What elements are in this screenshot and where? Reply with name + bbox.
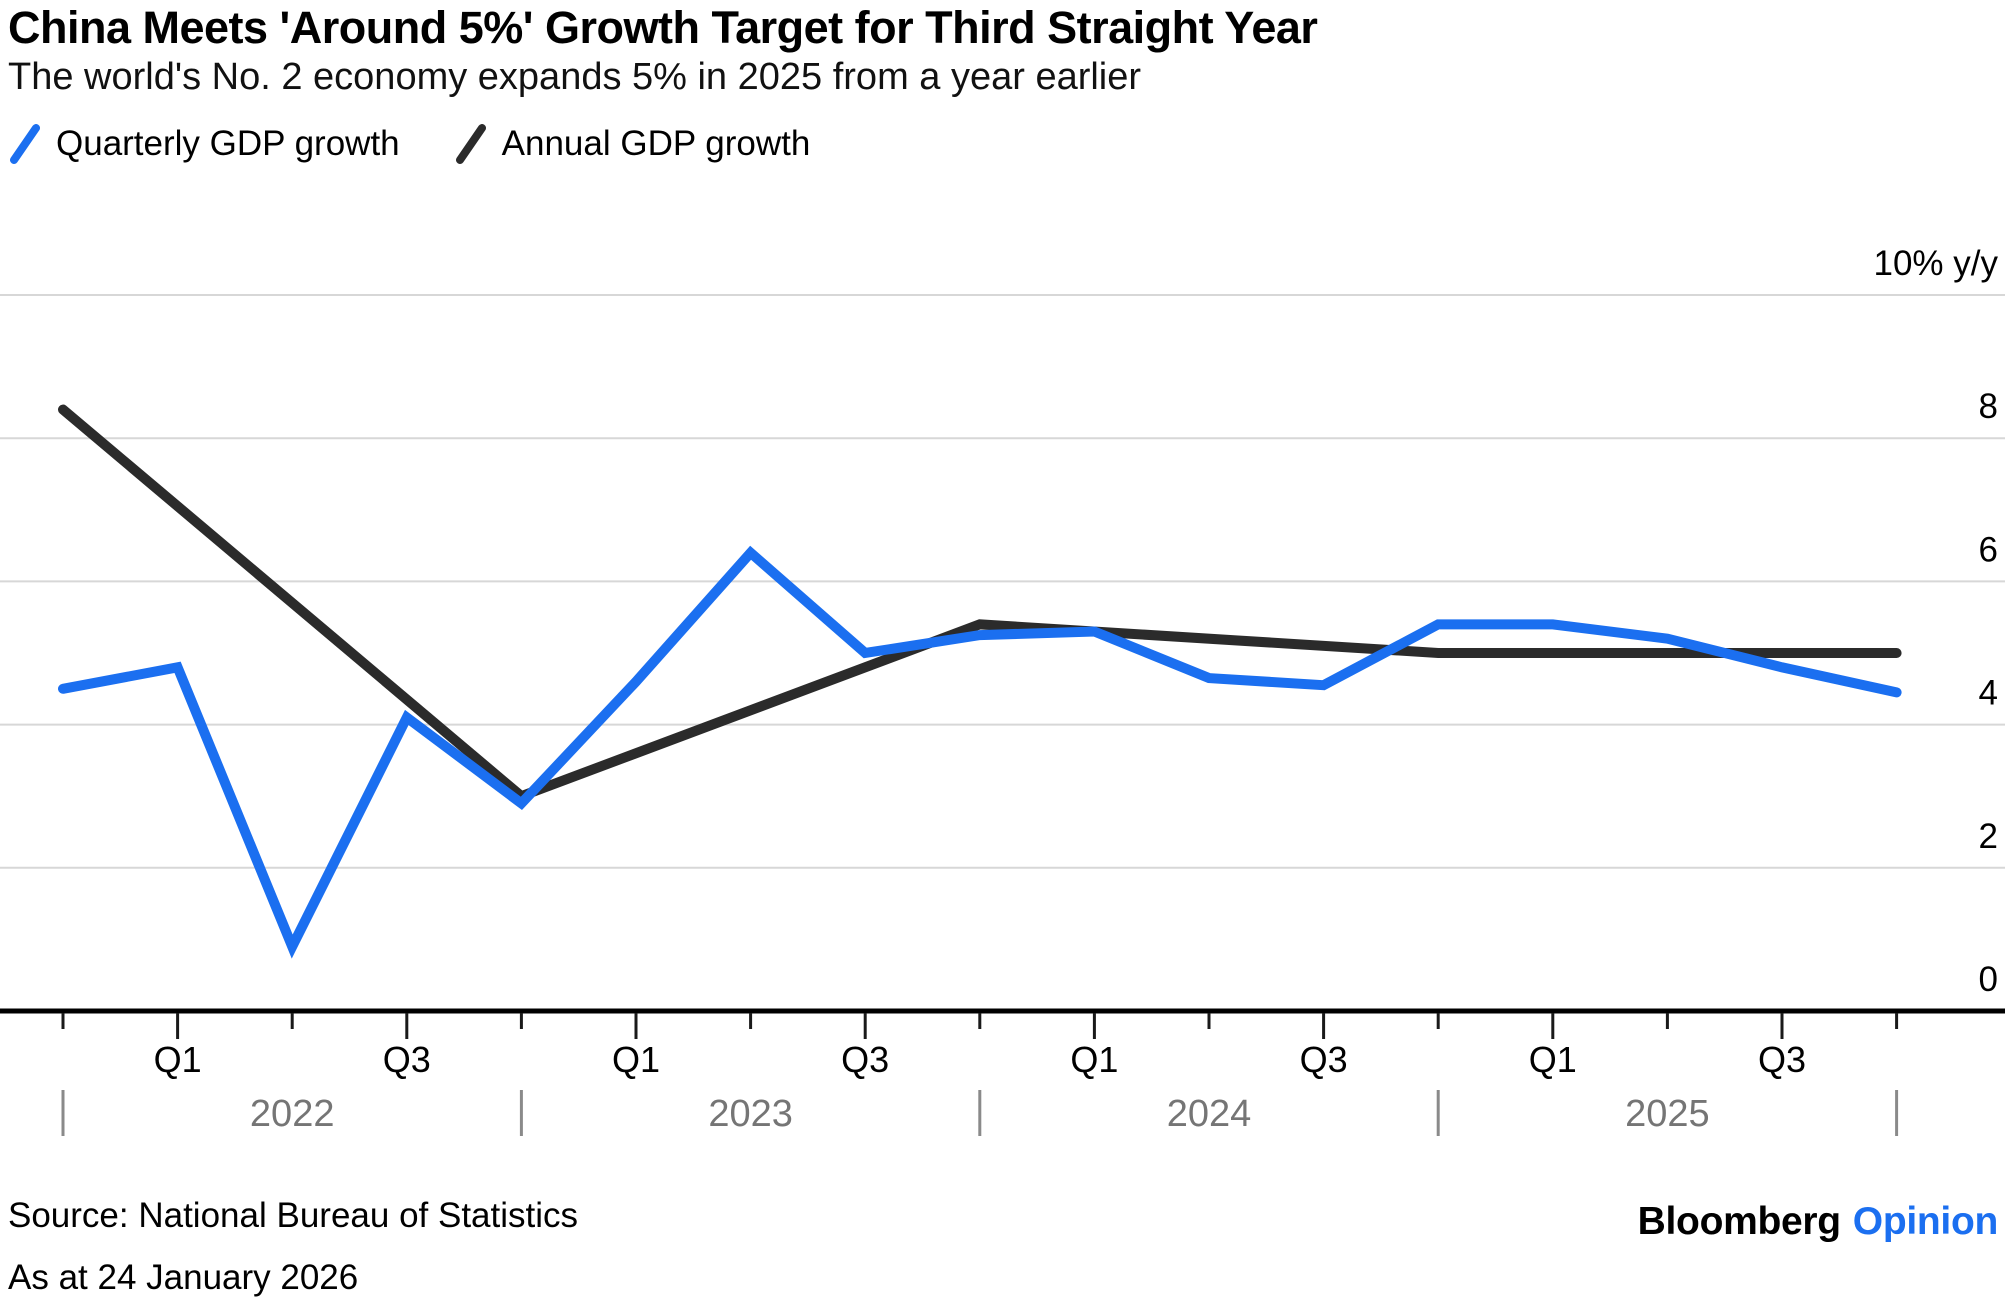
year-label: 2024 [1167, 1093, 1252, 1135]
y-axis-label: 4 [1979, 674, 1998, 713]
quarterly-gdp-line [58, 545, 1902, 959]
legend-label-annual: Annual GDP growth [501, 124, 811, 163]
quarter-label: Q3 [841, 1039, 889, 1080]
quarter-label: Q1 [612, 1039, 660, 1080]
bloomberg-opinion-logo: Bloomberg Opinion [1637, 1200, 1999, 1244]
quarter-label: Q1 [1529, 1039, 1577, 1080]
annual-line-slash-icon [455, 124, 486, 164]
quarter-label: Q3 [383, 1039, 431, 1080]
source-note: Source: National Bureau of Statistics [8, 1196, 579, 1235]
quarterly-line-slash-icon [10, 124, 40, 164]
legend: Quarterly GDP growth Annual GDP growth [10, 124, 810, 164]
series-lines [58, 404, 1902, 959]
year-label: 2023 [708, 1093, 793, 1135]
axes: 10% y/y 8 6 4 2 0 Q1 Q3 Q1 Q3 Q1 Q3 Q1 Q3 2022 2023 2024… [0, 244, 2005, 1136]
brand-opinion: Opinion [1852, 1200, 1999, 1243]
gridlines [0, 294, 2005, 869]
slash-icon [455, 124, 486, 164]
quarter-label: Q1 [1070, 1039, 1118, 1080]
quarter-label: Q1 [154, 1039, 202, 1080]
quarter-label: Q3 [1300, 1039, 1348, 1080]
chart-subtitle: The world's No. 2 economy expands 5% in … [8, 56, 1142, 98]
y-axis-label: 10% y/y [1874, 244, 1999, 283]
quarter-label: Q3 [1758, 1039, 1806, 1080]
year-label: 2025 [1625, 1093, 1710, 1135]
y-axis-label: 8 [1979, 387, 1998, 426]
y-axis-label: 0 [1979, 960, 1998, 999]
brand-bloomberg: Bloomberg [1637, 1200, 1841, 1243]
y-axis-label: 2 [1979, 817, 1998, 856]
as-at-note: As at 24 January 2026 [8, 1258, 359, 1297]
slash-icon [10, 124, 40, 164]
year-label: 2022 [250, 1093, 335, 1135]
legend-item-annual: Annual GDP growth [455, 124, 811, 164]
chart-title: China Meets 'Around 5%' Growth Target fo… [8, 2, 1318, 53]
legend-label-quarterly: Quarterly GDP growth [56, 124, 400, 163]
annual-gdp-line [58, 404, 1902, 802]
legend-item-quarterly: Quarterly GDP growth [10, 124, 400, 164]
y-axis-label: 6 [1979, 530, 1998, 569]
